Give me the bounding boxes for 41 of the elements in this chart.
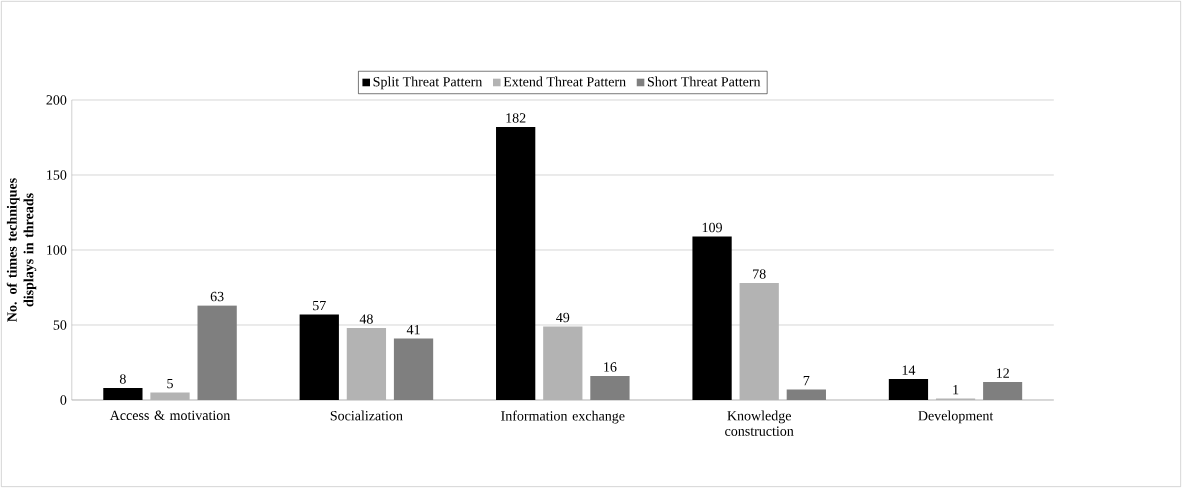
legend-label: Extend Threat Pattern xyxy=(503,76,626,87)
legend-label: Split Threat Pattern xyxy=(373,76,483,90)
data-label: 41 xyxy=(406,324,420,335)
data-label: 48 xyxy=(359,314,373,324)
data-label: 49 xyxy=(556,312,570,323)
data-label: 57 xyxy=(313,300,326,311)
bar xyxy=(983,381,1023,400)
bar xyxy=(346,327,387,400)
y-tick-label: 150 xyxy=(47,170,67,180)
bar xyxy=(590,375,630,400)
bar xyxy=(692,236,732,400)
bar xyxy=(299,314,339,400)
x-tick-label: Knowledge construction xyxy=(725,410,794,436)
data-label: 14 xyxy=(902,365,916,375)
y-tick-label: 200 xyxy=(46,95,67,105)
bar xyxy=(197,305,237,400)
x-tick-label: Development xyxy=(918,410,994,424)
y-axis-title: No. of times techniques displays in threads xyxy=(6,178,37,322)
bar xyxy=(496,126,536,400)
x-tick-label: Access & motivation xyxy=(109,410,231,421)
data-label: 182 xyxy=(506,113,526,123)
bar xyxy=(888,378,929,400)
data-label: 78 xyxy=(753,269,766,279)
data-label: 16 xyxy=(604,362,617,372)
data-label: 1 xyxy=(953,384,959,395)
bar xyxy=(393,338,434,400)
y-tick-label: 50 xyxy=(53,320,67,330)
legend-label: Short Threat Pattern xyxy=(647,76,761,87)
bar xyxy=(786,389,826,400)
bar xyxy=(150,392,190,400)
y-tick-label: 0 xyxy=(60,395,67,405)
data-label: 8 xyxy=(119,374,126,384)
bar xyxy=(103,387,143,400)
data-label: 7 xyxy=(803,376,810,386)
data-label: 63 xyxy=(210,291,224,302)
data-label: 5 xyxy=(167,378,173,389)
y-tick-label: 100 xyxy=(47,245,67,255)
x-tick-label: Socialization xyxy=(330,410,403,421)
data-label: 109 xyxy=(702,222,722,233)
data-label: 12 xyxy=(996,368,1009,378)
x-tick-label: Information exchange xyxy=(501,410,625,424)
